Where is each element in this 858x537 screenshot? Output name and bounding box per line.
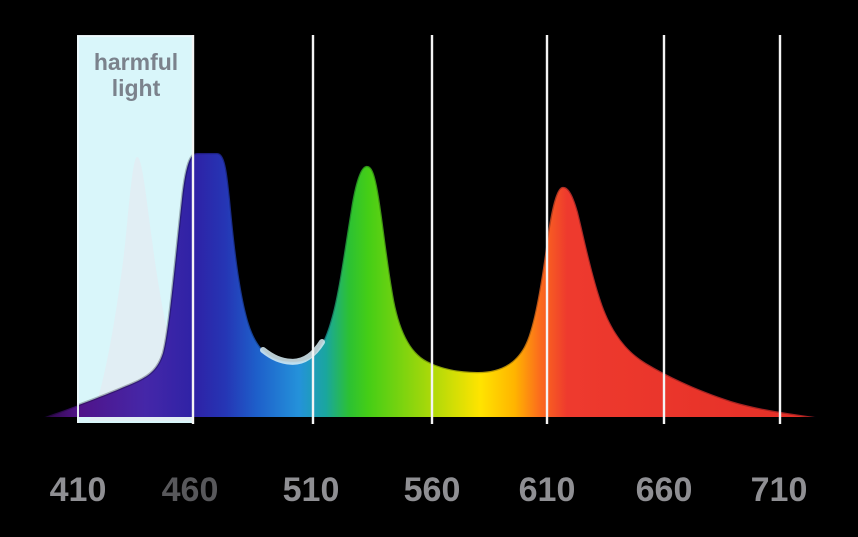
harmful-band-border <box>77 35 193 423</box>
x-tick-610: 610 <box>519 471 576 509</box>
x-tick-510: 510 <box>283 471 340 509</box>
x-tick-410: 410 <box>50 471 107 509</box>
x-tick-710: 710 <box>751 471 808 509</box>
x-axis-labels: 410 460 510 560 610 660 710 <box>50 471 808 509</box>
x-tick-660: 660 <box>636 471 693 509</box>
x-tick-460: 460 <box>162 471 219 509</box>
spectrum-area <box>45 153 815 417</box>
spectrum-top-bevel <box>43 151 817 419</box>
gridlines <box>191 35 782 424</box>
harmful-light-label-line2: light <box>112 75 161 101</box>
harmful-light-label-line1: harmful <box>94 49 178 75</box>
x-tick-560: 560 <box>404 471 461 509</box>
